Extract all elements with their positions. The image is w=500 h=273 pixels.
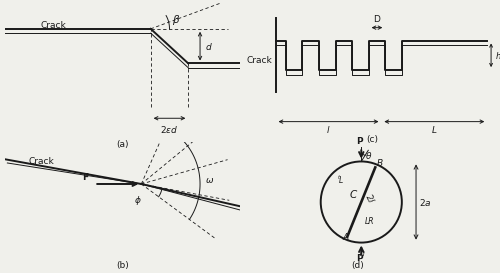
- Text: $C$: $C$: [349, 188, 358, 200]
- Text: $L$: $L$: [431, 124, 438, 135]
- Text: h: h: [359, 249, 364, 258]
- Text: D: D: [374, 15, 380, 24]
- Text: $\omega$: $\omega$: [205, 176, 214, 185]
- Text: P: P: [356, 254, 363, 263]
- Text: ${}^{t}\!L$: ${}^{t}\!L$: [337, 173, 344, 186]
- Text: Crack: Crack: [40, 22, 66, 31]
- Text: B: B: [376, 159, 383, 168]
- Text: $2a$: $2a$: [419, 197, 432, 207]
- Text: $\theta$: $\theta$: [366, 150, 372, 161]
- Text: (b): (b): [116, 261, 129, 270]
- Text: LR: LR: [364, 217, 374, 226]
- Text: P: P: [356, 137, 363, 146]
- Text: $l$: $l$: [326, 124, 330, 135]
- Text: Crack: Crack: [28, 157, 54, 166]
- Text: $\beta$: $\beta$: [172, 13, 180, 27]
- Text: $\phi$: $\phi$: [134, 194, 142, 207]
- Text: (d): (d): [351, 261, 364, 270]
- Text: Crack: Crack: [246, 56, 272, 65]
- Text: A: A: [342, 233, 348, 242]
- Text: $2l$: $2l$: [363, 191, 377, 205]
- Text: F: F: [82, 173, 88, 182]
- Text: $d$: $d$: [205, 41, 212, 52]
- Text: $2\varepsilon d$: $2\varepsilon d$: [160, 124, 178, 135]
- Text: $h$: $h$: [495, 50, 500, 61]
- Text: (a): (a): [116, 140, 129, 149]
- Text: (c): (c): [366, 135, 378, 144]
